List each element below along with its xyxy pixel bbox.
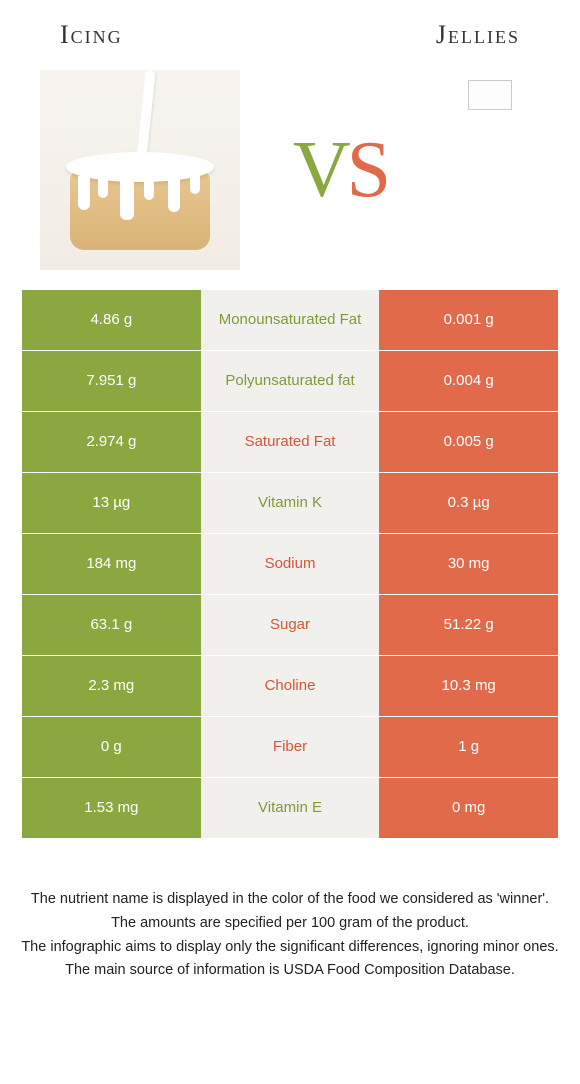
header: Icing Jellies [0, 0, 580, 60]
cell-nutrient-label: Sodium [201, 534, 380, 594]
table-row: 63.1 gSugar51.22 g [22, 595, 558, 655]
table-row: 7.951 gPolyunsaturated fat0.004 g [22, 351, 558, 411]
table-row: 1.53 mgVitamin E0 mg [22, 778, 558, 838]
footer-line: The nutrient name is displayed in the co… [18, 889, 562, 911]
cell-right-value: 30 mg [379, 534, 558, 594]
table-row: 2.3 mgCholine10.3 mg [22, 656, 558, 716]
table-row: 2.974 gSaturated Fat0.005 g [22, 412, 558, 472]
cell-right-value: 0.001 g [379, 290, 558, 350]
cell-right-value: 0 mg [379, 778, 558, 838]
cell-nutrient-label: Vitamin K [201, 473, 380, 533]
cell-right-value: 1 g [379, 717, 558, 777]
cell-nutrient-label: Vitamin E [201, 778, 380, 838]
cell-left-value: 63.1 g [22, 595, 201, 655]
table-row: 184 mgSodium30 mg [22, 534, 558, 594]
cell-nutrient-label: Fiber [201, 717, 380, 777]
hero-row: VS [0, 60, 580, 290]
cell-nutrient-label: Choline [201, 656, 380, 716]
cell-left-value: 4.86 g [22, 290, 201, 350]
title-left: Icing [60, 20, 123, 50]
cell-nutrient-label: Sugar [201, 595, 380, 655]
footer-line: The infographic aims to display only the… [18, 937, 562, 959]
table-row: 0 gFiber1 g [22, 717, 558, 777]
table-row: 4.86 gMonounsaturated Fat0.001 g [22, 290, 558, 350]
footer-notes: The nutrient name is displayed in the co… [0, 839, 580, 982]
nutrient-table: 4.86 gMonounsaturated Fat0.001 g7.951 gP… [0, 290, 580, 838]
vs-label: VS [293, 130, 387, 210]
cell-left-value: 13 µg [22, 473, 201, 533]
cell-right-value: 10.3 mg [379, 656, 558, 716]
table-row: 13 µgVitamin K0.3 µg [22, 473, 558, 533]
cell-left-value: 2.3 mg [22, 656, 201, 716]
jellies-image-wrap [440, 70, 540, 270]
icing-image [40, 70, 240, 270]
cell-right-value: 0.005 g [379, 412, 558, 472]
title-right: Jellies [436, 20, 520, 50]
cell-left-value: 0 g [22, 717, 201, 777]
cell-nutrient-label: Monounsaturated Fat [201, 290, 380, 350]
cell-left-value: 7.951 g [22, 351, 201, 411]
cell-right-value: 0.3 µg [379, 473, 558, 533]
jellies-image [468, 80, 512, 110]
footer-line: The main source of information is USDA F… [18, 960, 562, 982]
cell-right-value: 0.004 g [379, 351, 558, 411]
cell-left-value: 1.53 mg [22, 778, 201, 838]
vs-s-letter: S [347, 126, 388, 214]
cell-right-value: 51.22 g [379, 595, 558, 655]
cell-nutrient-label: Polyunsaturated fat [201, 351, 380, 411]
cell-left-value: 2.974 g [22, 412, 201, 472]
cell-nutrient-label: Saturated Fat [201, 412, 380, 472]
cell-left-value: 184 mg [22, 534, 201, 594]
footer-line: The amounts are specified per 100 gram o… [18, 913, 562, 935]
vs-v-letter: V [293, 126, 347, 214]
